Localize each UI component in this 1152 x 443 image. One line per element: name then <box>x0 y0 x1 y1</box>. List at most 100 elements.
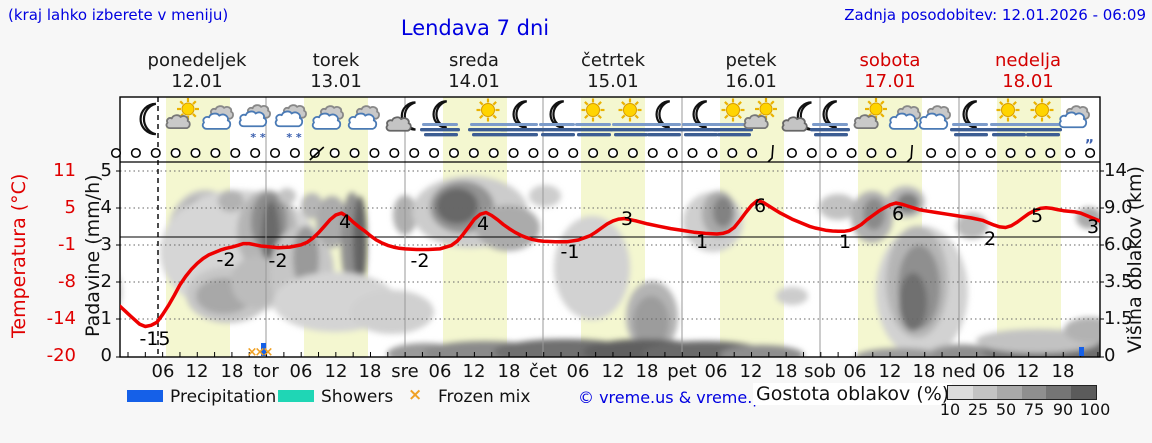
x-tick-label: 06 <box>152 361 175 382</box>
fog-bar <box>682 123 718 126</box>
wind-symbol-calm <box>1005 147 1016 159</box>
temp-tick: 5 <box>64 197 76 218</box>
fog-bar <box>952 123 988 126</box>
wind-circle <box>150 147 161 159</box>
sun-ray <box>634 101 639 106</box>
sun-ray <box>1046 101 1051 106</box>
x-tick-label: 06 <box>844 361 867 382</box>
wind-circle <box>568 147 579 159</box>
sun-ray <box>584 101 589 106</box>
weather-icon-clouds <box>201 105 234 130</box>
wind-circle <box>826 147 837 159</box>
fog-bar <box>424 133 458 137</box>
wind-circle <box>448 147 460 159</box>
colorbar-label: 50 <box>995 400 1017 419</box>
weather-icon-moon-fog <box>420 100 460 137</box>
cloud-shape <box>165 114 191 130</box>
fog-bar <box>954 133 988 137</box>
temperature-value-label: -2 <box>411 250 430 272</box>
fog-bar <box>647 133 681 137</box>
sun-ray <box>492 101 497 106</box>
precip-tick: 1 <box>100 308 112 329</box>
temperature-value-label: 3 <box>1087 216 1099 238</box>
copyright-link[interactable]: © vreme.us & vreme.pro <box>578 388 779 407</box>
wind-circle <box>926 147 937 159</box>
wind-circle <box>607 147 619 159</box>
temperature-value-label: -15 <box>139 328 170 350</box>
frozen-mix-mark: × <box>247 345 258 360</box>
x-tick-label: 18 <box>636 361 659 382</box>
wind-symbol-calm <box>349 147 360 159</box>
wind-circle <box>409 147 420 159</box>
cloud-height-tick: 14 <box>1104 160 1127 181</box>
weather-icon-moon <box>139 102 157 136</box>
sun-ray <box>724 114 729 119</box>
weather-icon-clouds <box>918 105 951 130</box>
wind-symbol-calm <box>269 147 281 159</box>
colorbar-label: 10 <box>939 400 961 419</box>
colorbar-label: 75 <box>1023 400 1045 419</box>
weather-icon-sun-fog <box>468 98 508 137</box>
wind-symbol-calm <box>926 147 937 159</box>
cloud-shape <box>385 116 412 132</box>
wind-symbol-calm <box>150 147 161 159</box>
wind-circle <box>190 147 201 159</box>
cloud-shape <box>311 112 342 130</box>
day-header-petek: petek 16.01 <box>725 50 777 92</box>
fog-bar <box>988 128 1028 132</box>
cloud-shape <box>1058 111 1088 129</box>
sun-ray <box>999 114 1004 119</box>
sun-ray <box>479 101 484 106</box>
x-tick-label: 06 <box>983 361 1006 382</box>
wind-symbol-calm <box>985 147 996 159</box>
frozen-mix-legend-label: Frozen mix <box>438 387 531 407</box>
temperature-value-label: -2 <box>217 249 236 271</box>
wind-circle <box>886 147 897 159</box>
moon-crescent <box>549 100 565 129</box>
day-name: torek <box>312 50 360 71</box>
fog-bar <box>950 128 990 132</box>
wind-symbol-calm <box>727 147 738 159</box>
last-update-timestamp: Zadnja posodobitev: 12.01.2026 - 06:09 <box>844 6 1146 24</box>
wind-circle <box>1045 147 1056 159</box>
moon-crescent <box>692 100 708 129</box>
cloud-shape <box>274 110 304 128</box>
x-tick-label: 12 <box>879 361 902 382</box>
day-date: 18.01 <box>1002 71 1054 92</box>
weather-icon-sun-cloud <box>165 98 199 130</box>
temperature-value-label: 6 <box>754 195 766 217</box>
sun-ray <box>621 114 626 119</box>
day-name: sreda <box>449 50 499 71</box>
weather-icon-sun-cloud <box>743 98 777 130</box>
sun-ray <box>737 114 742 119</box>
wind-symbol-calm <box>627 147 638 159</box>
wind-symbol-calm <box>190 147 201 159</box>
temp-tick: -14 <box>46 308 76 329</box>
sun-ray <box>737 101 742 106</box>
colorbar-label: 100 <box>1079 400 1111 419</box>
wind-circle <box>429 147 440 159</box>
wind-symbol-calm <box>687 147 698 159</box>
wind-circle <box>866 147 877 159</box>
wind-circle <box>210 147 221 159</box>
temp-tick: -20 <box>46 345 76 366</box>
wind-symbol-calm <box>846 147 857 159</box>
wind-symbol-calm <box>747 147 758 159</box>
wind-symbol-calm <box>289 147 300 159</box>
fog-bar <box>645 123 681 126</box>
sun-ray <box>192 100 197 105</box>
fog-bar <box>1022 128 1062 132</box>
showers-legend-swatch <box>278 390 314 402</box>
wind-circle <box>389 147 400 159</box>
moon-crescent <box>139 102 157 136</box>
wind-symbol-calm <box>230 147 241 159</box>
weather-icon-clouds-snow: * * <box>238 104 271 144</box>
cloud-shape <box>918 112 949 130</box>
cloud-shape <box>853 114 879 130</box>
cloud-blob <box>353 196 367 288</box>
wind-circle <box>110 147 122 159</box>
wind-barb <box>767 144 774 163</box>
sun-disc <box>869 102 883 116</box>
wind-symbol-barb <box>906 144 913 163</box>
snow-marks: * * <box>286 131 302 144</box>
